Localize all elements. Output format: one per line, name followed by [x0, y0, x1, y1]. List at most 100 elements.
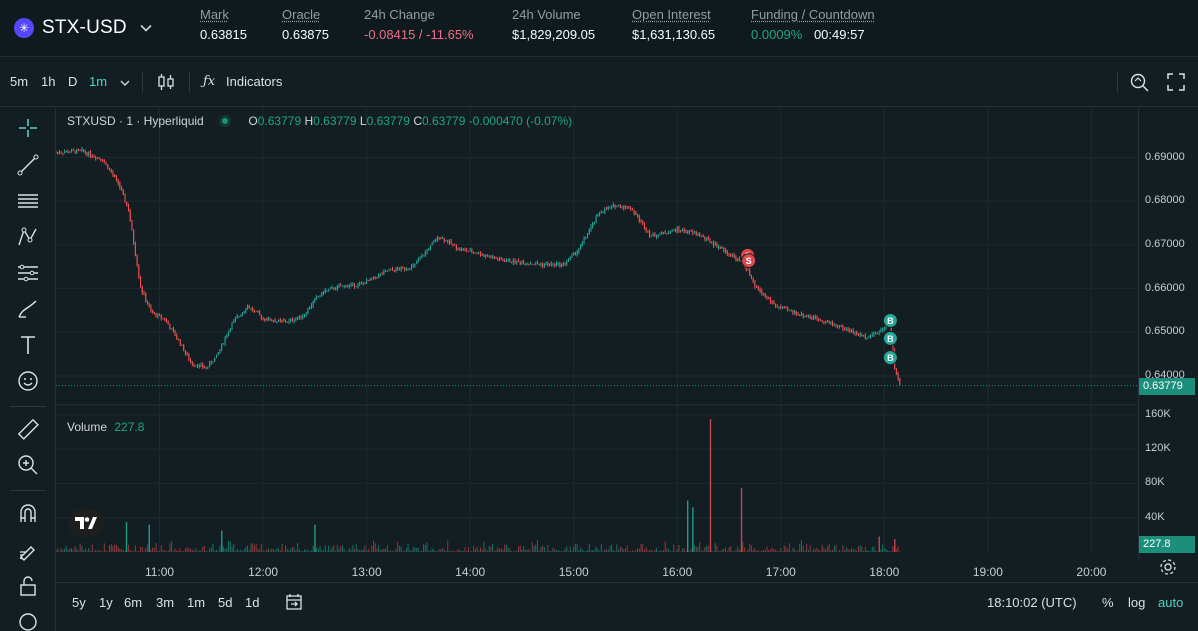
candle-body: [483, 254, 485, 256]
candle-body: [162, 318, 164, 320]
market-selector[interactable]: ✳ STX-USD: [14, 17, 200, 39]
range-5d[interactable]: 5d: [218, 595, 233, 610]
volume-bar: [405, 548, 407, 552]
fullscreen-icon[interactable]: [1166, 72, 1186, 92]
volume-bar: [178, 550, 180, 552]
log-scale-toggle[interactable]: log: [1128, 595, 1146, 610]
volume-bar: [883, 547, 885, 552]
candle-body: [813, 317, 815, 319]
stat-value: $1,631,130.65: [632, 27, 716, 42]
volume-bar: [889, 551, 891, 552]
range-1d[interactable]: 1d: [245, 595, 260, 610]
volume-bar: [678, 544, 680, 552]
candle-body: [866, 337, 868, 339]
candle-body: [631, 208, 633, 211]
percent-scale-toggle[interactable]: %: [1102, 595, 1114, 610]
candle-body: [599, 212, 601, 215]
volume-bar: [141, 546, 143, 552]
trend-line-icon[interactable]: [16, 153, 40, 177]
candle-body: [485, 254, 487, 256]
emoji-icon[interactable]: [16, 369, 40, 393]
volume-bar: [183, 550, 185, 552]
price-chart[interactable]: SSBBB: [55, 108, 1138, 560]
draw-mode-icon[interactable]: [16, 538, 40, 562]
volume-bar: [733, 551, 735, 552]
range-6m[interactable]: 6m: [124, 595, 143, 610]
volume-bar: [761, 550, 763, 552]
candle-body: [704, 236, 706, 239]
volume-bar: [379, 550, 381, 552]
chevron-down-icon: [140, 24, 152, 32]
volume-bar: [402, 551, 404, 552]
candle-body: [295, 318, 297, 321]
ruler-icon[interactable]: [16, 417, 40, 441]
close-label: C: [413, 114, 422, 128]
volume-bar: [806, 543, 808, 552]
candle-body: [669, 231, 671, 234]
interval-1h[interactable]: 1h: [41, 74, 56, 89]
range-3m[interactable]: 3m: [156, 595, 175, 610]
candle-body: [281, 320, 283, 322]
magnet-icon[interactable]: [16, 502, 40, 526]
eye-icon[interactable]: [16, 608, 40, 631]
interval-1m[interactable]: 1m: [89, 74, 108, 89]
settings-gear-icon[interactable]: [1159, 558, 1177, 576]
candle-body: [554, 263, 556, 266]
volume-bar: [697, 547, 699, 552]
volume-bar: [200, 550, 202, 552]
volume-bar: [498, 548, 500, 552]
candle-body: [357, 283, 359, 287]
go-to-date-icon[interactable]: [284, 592, 304, 612]
volume-bar: [744, 547, 746, 552]
candle-body: [845, 328, 847, 330]
crosshair-icon[interactable]: [16, 116, 40, 140]
zoom-in-icon[interactable]: [16, 453, 40, 477]
candle-body: [119, 183, 121, 188]
candle-body: [421, 255, 423, 259]
candle-body: [55, 152, 57, 154]
volume-bar: [628, 550, 630, 552]
stat-label: Open Interest: [632, 7, 711, 22]
chart-toolbar: 5m 1h D 1m ƒx Indicators: [0, 57, 1198, 107]
brush-icon[interactable]: [16, 297, 40, 321]
horizontal-lines-icon[interactable]: [16, 189, 40, 213]
fib-retracement-icon[interactable]: [16, 261, 40, 285]
volume-bar: [388, 550, 390, 552]
interval-dropdown-icon[interactable]: [119, 77, 131, 89]
volume-bar: [91, 544, 93, 552]
candle-body: [303, 315, 305, 317]
indicators-button[interactable]: Indicators: [226, 74, 283, 89]
volume-bar: [272, 549, 274, 552]
interval-5m[interactable]: 5m: [10, 74, 29, 89]
pattern-icon[interactable]: [16, 225, 40, 249]
time-tick-label: 17:00: [765, 565, 796, 579]
candle-body: [807, 316, 809, 318]
range-5y[interactable]: 5y: [72, 595, 86, 610]
candle-body: [514, 259, 516, 263]
tradingview-logo[interactable]: [68, 509, 104, 537]
volume-bar: [830, 550, 832, 552]
range-1m[interactable]: 1m: [187, 595, 206, 610]
auto-scale-toggle[interactable]: auto: [1158, 595, 1184, 610]
candle-body: [700, 235, 702, 237]
candle-body: [374, 276, 376, 278]
utc-clock[interactable]: 18:10:02 (UTC): [987, 595, 1077, 610]
volume-bar: [837, 551, 839, 552]
range-1y[interactable]: 1y: [99, 595, 113, 610]
time-axis[interactable]: 11:00 12:00 13:00 14:00 15:00 16:00 17:00 18:00…: [56, 560, 1138, 580]
snapshot-icon[interactable]: [1128, 71, 1150, 93]
candle-body: [431, 243, 433, 246]
candle-body: [512, 259, 514, 263]
plot-area[interactable]: SSBBB STXUSD · 1 · Hyperliquid O0.63779 …: [55, 108, 1138, 560]
volume-bar: [134, 545, 136, 552]
lock-icon[interactable]: [16, 574, 40, 598]
candle-body: [507, 259, 509, 261]
price-axis[interactable]: 0.69000 0.68000 0.67000 0.66000 0.65000 0.640…: [1138, 108, 1198, 560]
interval-d[interactable]: D: [68, 74, 78, 89]
candle-body: [419, 258, 421, 260]
candle-body: [338, 285, 340, 287]
volume-bar: [716, 545, 718, 552]
text-tool-icon[interactable]: [16, 333, 40, 357]
candle-body: [131, 221, 133, 231]
candle-style-icon[interactable]: [156, 72, 176, 92]
